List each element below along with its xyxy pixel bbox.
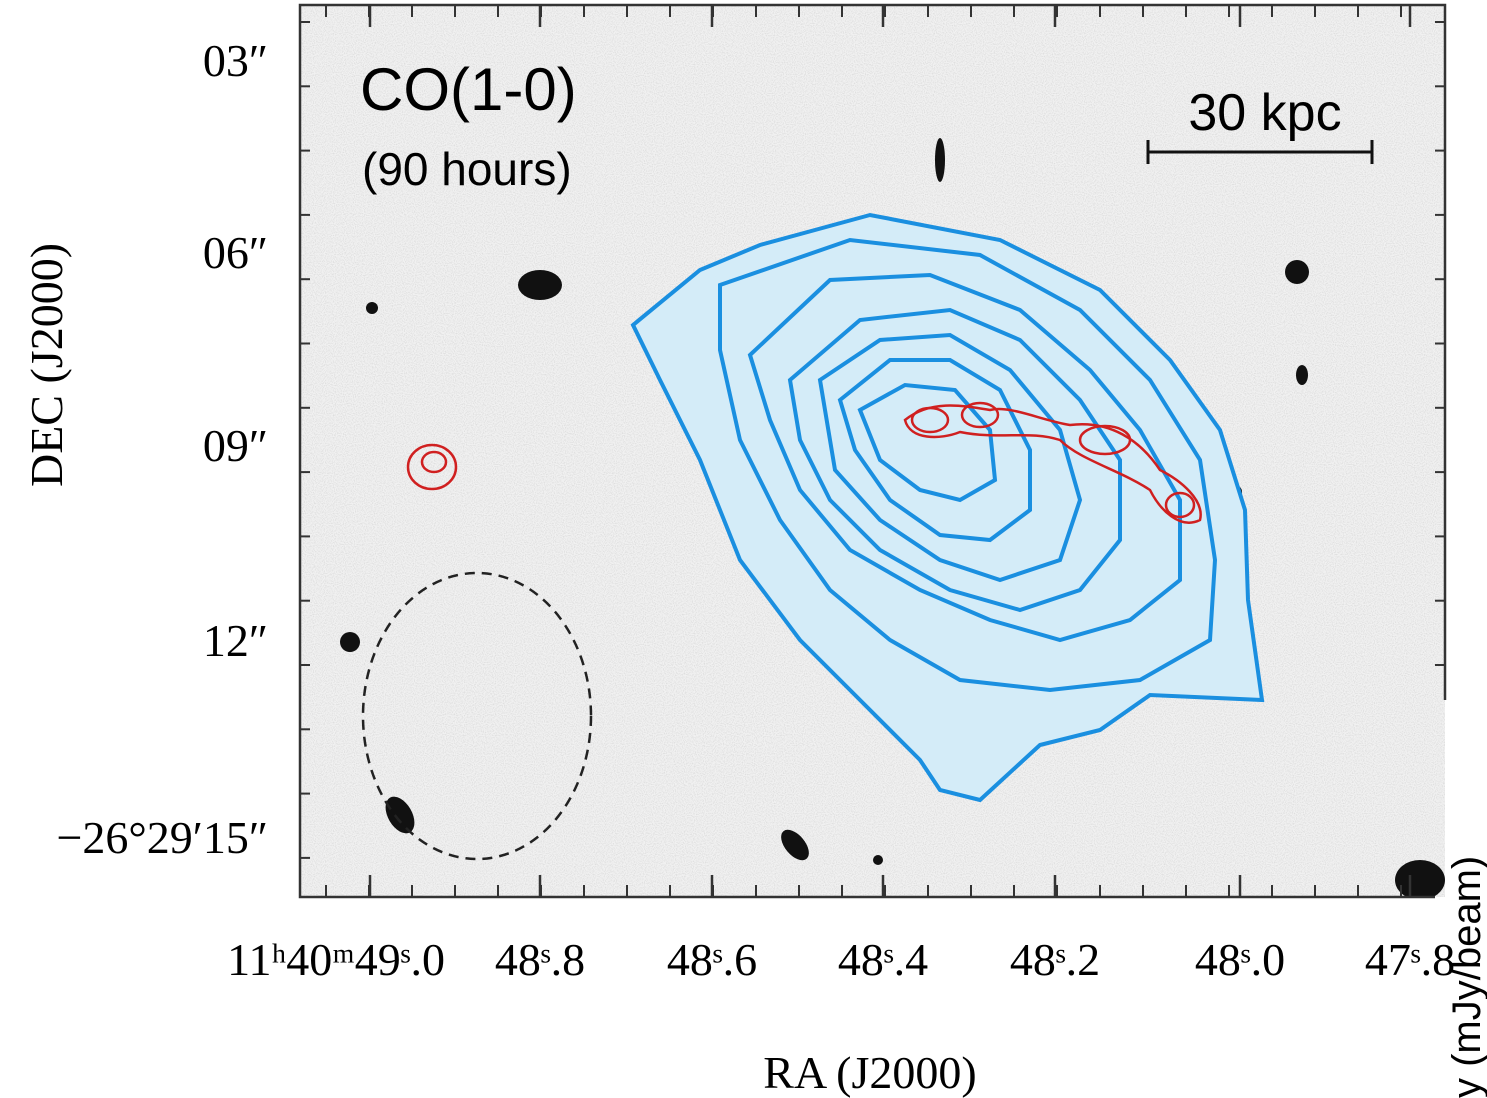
- x-tick-label: 11ʰ40ᵐ49ˢ.0: [227, 934, 445, 985]
- scale-bar-label: 30 kpc: [1188, 84, 1341, 142]
- panel-label: CO(1-0): [360, 56, 577, 123]
- axes-frame: [298, 3, 1447, 899]
- y-tick-label: −26°29′15″: [56, 812, 268, 863]
- x-tick-label: 47ˢ.8: [1365, 934, 1455, 985]
- co-contours: [630, 212, 1265, 803]
- y-tick-label: 06″: [203, 227, 268, 278]
- colorbar-label: y (mJy/beam): [1445, 856, 1487, 1098]
- x-axis-title: RA (J2000): [763, 1047, 976, 1098]
- x-tick-label: 48ˢ.4: [838, 934, 928, 985]
- y-tick-label: 09″: [203, 420, 268, 471]
- y-tick-label: 12″: [203, 615, 268, 666]
- x-tick-label: 48ˢ.2: [1010, 934, 1100, 985]
- radio-contours: [406, 401, 1202, 524]
- x-tick-label: 48ˢ.0: [1195, 934, 1285, 985]
- x-tick-label: 48ˢ.6: [667, 934, 757, 985]
- sky-image: [300, 5, 1445, 897]
- panel-sublabel: (90 hours): [362, 143, 572, 195]
- x-tick-label: 48ˢ.8: [495, 934, 585, 985]
- beam: [361, 571, 593, 861]
- y-axis-title: DEC (J2000): [21, 243, 72, 487]
- y-tick-label: 03″: [203, 35, 268, 86]
